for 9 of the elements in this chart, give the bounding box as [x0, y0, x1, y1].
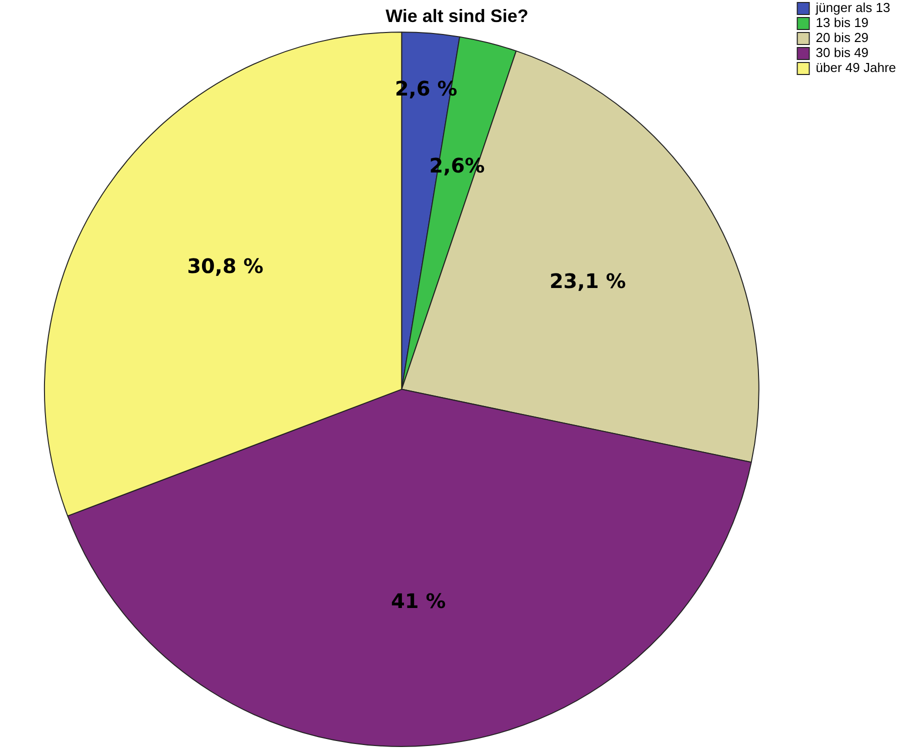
chart-title: Wie alt sind Sie?: [386, 6, 528, 26]
legend-label: jünger als 13: [814, 0, 890, 16]
data-label: 30,8 %: [187, 254, 264, 278]
data-label: 23,1 %: [550, 269, 626, 294]
data-label: 41 %: [391, 589, 446, 614]
legend-label: 30 bis 49: [816, 45, 869, 60]
legend-label: über 49 Jahre: [816, 60, 896, 76]
legend-label: 20 bis 29: [816, 30, 869, 46]
legend-label: 13 bis 19: [816, 15, 869, 30]
